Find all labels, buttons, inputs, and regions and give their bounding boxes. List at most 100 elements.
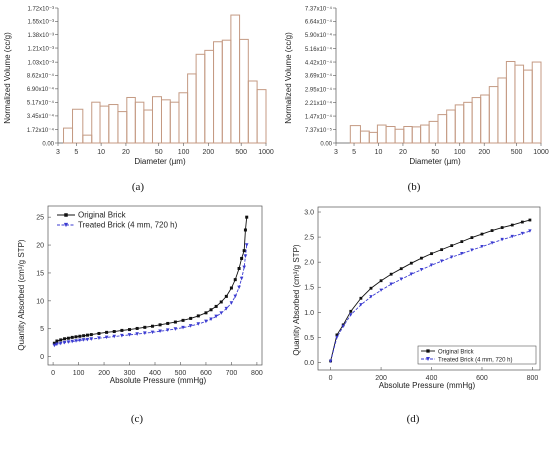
chart-d-data-point bbox=[480, 244, 484, 249]
chart-d-data-point bbox=[328, 359, 333, 364]
chart-d-ylabel: Quantity Absorbed (cm³/g STP) bbox=[292, 244, 301, 355]
chart-b-x-tick-label: 20 bbox=[399, 149, 407, 156]
chart-b-y-tick-label: 0.00 bbox=[320, 141, 332, 147]
chart-c-data-point bbox=[120, 333, 124, 338]
chart-d-series-line bbox=[330, 230, 531, 362]
chart-c-ylabel: Quantity Absorbed (cm³/g STP) bbox=[17, 239, 26, 350]
chart-d-data-point bbox=[510, 234, 514, 239]
chart-d-frame bbox=[317, 206, 541, 371]
chart-c-data-point bbox=[135, 326, 139, 330]
chart-d-data-point bbox=[389, 282, 393, 286]
chart-c-data-point bbox=[105, 330, 109, 334]
chart-c-data-point bbox=[55, 342, 59, 347]
chart-d-data-point bbox=[379, 279, 383, 283]
chart-d-y-tick-label: 3.0 bbox=[304, 210, 314, 217]
chart-c-data-point bbox=[219, 311, 224, 315]
chart-d-series-line bbox=[330, 219, 531, 362]
chart-c-panel-label: (c) bbox=[131, 413, 144, 425]
chart-a-y-tick-label: 6.90x10⁻⁴ bbox=[27, 86, 55, 93]
chart-d-data-point bbox=[419, 268, 424, 272]
chart-a-y-tick-label: 1.38x10⁻³ bbox=[27, 33, 54, 39]
chart-d-data-point bbox=[520, 220, 524, 224]
chart-c-data-point bbox=[204, 319, 208, 324]
chart-b-y-tick-label: 3.69x10⁻⁴ bbox=[305, 73, 333, 80]
chart-a-bar bbox=[72, 108, 84, 144]
chart-d-data-point bbox=[528, 218, 532, 222]
chart-d-plot-area: 0 200 400 600 800 0.0 0.5 1.0 1.5 2.0 2.5 3.0 Origin… bbox=[304, 206, 541, 382]
chart-d-data-point bbox=[440, 248, 444, 252]
chart-c-data-point bbox=[173, 320, 177, 324]
chart-c-x-tick-label: 600 bbox=[200, 370, 212, 377]
chart-d-legend bbox=[417, 345, 537, 365]
chart-c-data-point bbox=[237, 285, 241, 290]
chart-d-data-point bbox=[520, 231, 525, 236]
chart-d-data-point bbox=[470, 248, 474, 252]
chart-b-x-tick-label: 500 bbox=[511, 149, 523, 156]
chart-a-x-tick-label: 10 bbox=[97, 149, 105, 156]
chart-b-y-tick-label: 7.37x10⁻⁵ bbox=[305, 127, 333, 134]
chart-a: 3 5 10 20 50 100 200 500 1000 0.00 1.72x10⁻⁴ 3.45x1… bbox=[3, 6, 274, 193]
chart-c-data-point bbox=[70, 339, 75, 344]
chart-d-x-tick-label: 200 bbox=[375, 375, 387, 382]
chart-b-y-tick-label: 4.42x10⁻⁴ bbox=[305, 59, 333, 66]
chart-a-bar bbox=[256, 89, 267, 144]
chart-c-data-point bbox=[70, 335, 74, 339]
chart-d-legend-marker bbox=[426, 349, 430, 353]
chart-b-panel-label: (b) bbox=[408, 181, 421, 193]
chart-c-data-point bbox=[181, 325, 185, 330]
chart-a-y-tick-label: 1.72x10⁻⁴ bbox=[27, 127, 55, 134]
chart-c-data-point bbox=[166, 321, 170, 325]
chart-b-y-tick-label: 5.16x10⁻⁴ bbox=[305, 46, 333, 53]
chart-b-y-tick-label: 7.37x10⁻⁴ bbox=[305, 5, 333, 12]
chart-c-y-tick-label: 10 bbox=[36, 298, 44, 305]
chart-b-x-tick-label: 50 bbox=[431, 149, 439, 156]
chart-c-data-point bbox=[52, 343, 57, 348]
chart-d-data-point bbox=[450, 244, 454, 248]
chart-d-data-point bbox=[335, 333, 339, 337]
chart-c-data-point bbox=[237, 266, 241, 270]
chart-c-data-point bbox=[243, 254, 248, 259]
chart-a-x-tick-label: 1000 bbox=[258, 149, 274, 156]
chart-d-panel-label: (d) bbox=[407, 413, 420, 425]
chart-d-data-point bbox=[439, 259, 444, 263]
chart-c-data-point bbox=[66, 336, 70, 340]
chart-c-legend-label: Original Brick bbox=[78, 211, 127, 220]
chart-d-data-point bbox=[460, 251, 464, 256]
chart-c-data-point bbox=[188, 324, 193, 328]
chart-d-y-tick-label: 2.5 bbox=[304, 235, 314, 242]
chart-c-data-point bbox=[85, 337, 90, 342]
chart-c-data-point bbox=[204, 311, 208, 315]
chart-c-data-point bbox=[74, 339, 78, 343]
chart-c-data-point bbox=[214, 304, 218, 308]
chart-b-y-tick-label: 2.95x10⁻⁴ bbox=[305, 86, 333, 93]
chart-d-x-tick-label: 600 bbox=[476, 375, 488, 382]
chart-c-data-point bbox=[143, 331, 147, 335]
chart-d: 0 200 400 600 800 0.0 0.5 1.0 1.5 2.0 2.5 3.0 Origin… bbox=[292, 206, 541, 425]
chart-d-legend-marker bbox=[426, 357, 430, 361]
chart-c-y-tick-label: 20 bbox=[36, 243, 44, 250]
chart-d-data-point bbox=[379, 288, 383, 292]
chart-d-data-point bbox=[470, 236, 474, 239]
chart-b-plot-area: 3 5 10 20 50 100 200 500 1000 0.00 7.37x10⁻⁵ 1.47x1… bbox=[305, 5, 549, 156]
chart-c-data-point bbox=[233, 294, 238, 299]
chart-d-x-tick-label: 800 bbox=[527, 375, 539, 382]
chart-d-y-tick-label: 1.5 bbox=[304, 285, 314, 292]
chart-d-xlabel: Absolute Pressure (mmHg) bbox=[379, 381, 476, 390]
chart-c-data-point bbox=[158, 323, 162, 327]
chart-d-data-point bbox=[409, 261, 413, 265]
chart-c: 0 100 200 300 400 500 600 700 800 0 5 10 15 20 25 Origi… bbox=[17, 205, 263, 425]
chart-c-data-point bbox=[209, 317, 213, 322]
chart-b-x-tick-label: 10 bbox=[375, 149, 383, 156]
chart-c-x-tick-label: 0 bbox=[51, 370, 55, 377]
chart-a-plot-area: 3 5 10 20 50 100 200 500 1000 0.00 1.72x10⁻⁴ 3.45x1… bbox=[27, 6, 274, 156]
chart-a-x-tick-label: 5 bbox=[74, 149, 78, 156]
chart-d-data-point bbox=[335, 335, 339, 340]
chart-a-y-tick-label: 8.62x10⁻⁴ bbox=[27, 73, 55, 80]
chart-c-data-point bbox=[189, 316, 193, 320]
chart-c-data-point bbox=[244, 243, 249, 247]
chart-b-x-tick-label: 200 bbox=[478, 149, 490, 156]
chart-c-data-point bbox=[219, 300, 223, 304]
chart-b-xlabel: Diameter (µm) bbox=[409, 157, 461, 166]
chart-d-x-tick-label: 400 bbox=[426, 375, 438, 382]
